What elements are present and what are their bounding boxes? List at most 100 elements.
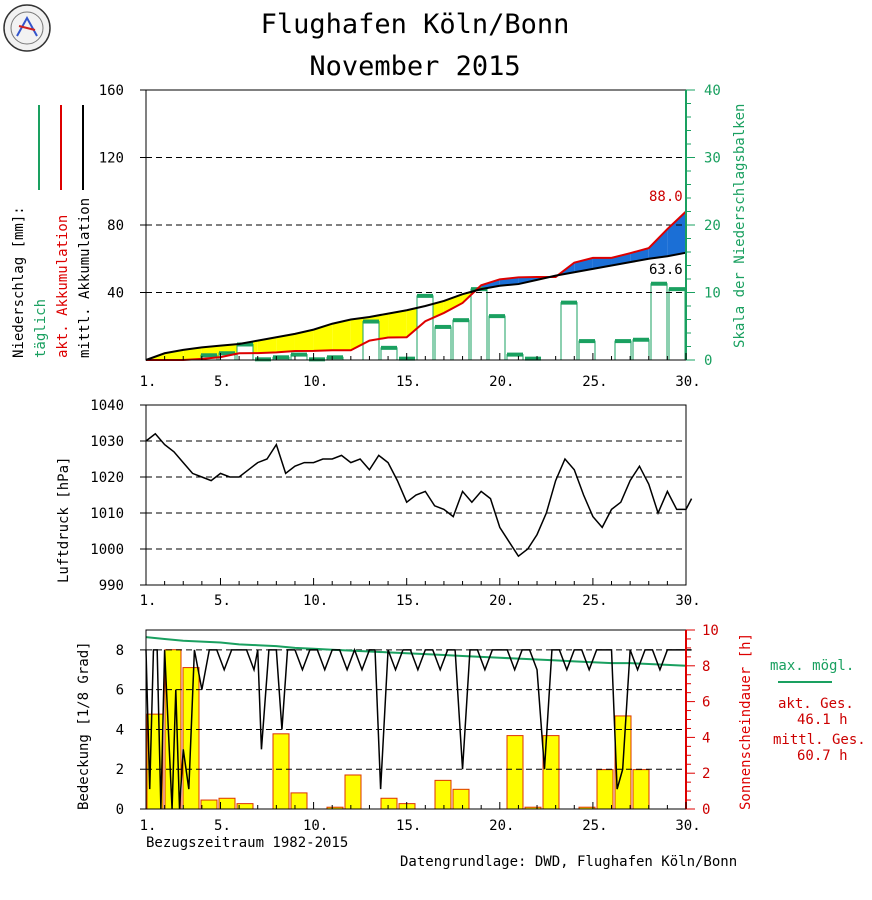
daily-precip-bar: [452, 319, 470, 361]
daily-precip-bar: [632, 339, 650, 361]
pressure-tick-label: 1010: [90, 506, 124, 522]
pressure-tick-label: 990: [99, 578, 124, 594]
cloud-tick-label: 0: [116, 802, 124, 818]
daily-precip-cap: [417, 293, 433, 298]
sunshine-bar: [272, 733, 290, 810]
x-tick-label: 15.: [396, 374, 421, 390]
akt-ges-label: akt. Ges.: [778, 696, 854, 712]
daily-precip-bar: [614, 340, 632, 361]
daily-precip-bar: [650, 283, 668, 361]
precip-left-tick-label: 160: [99, 83, 124, 99]
daily-precip-cap: [309, 357, 325, 362]
mean-accumulation-end-label: 63.6: [649, 262, 683, 278]
cloud-axis-label: Bedeckung [1/8 Grad]: [76, 641, 92, 810]
mean-accumulation-line: [145, 251, 687, 361]
x-tick-label: 20.: [489, 818, 514, 834]
daily-precip-cap: [237, 342, 253, 347]
pressure-line: [145, 432, 693, 558]
sunshine-tick-label: 10: [702, 623, 719, 639]
sunshine-tick-label: 4: [702, 730, 710, 746]
pressure-tick-label: 1040: [90, 398, 124, 414]
x-tick-label: 5.: [214, 374, 231, 390]
chart-title-line2: November 2015: [309, 51, 520, 82]
daily-precip-bar: [470, 288, 488, 361]
logo: [3, 4, 51, 52]
x-tick-label: 15.: [396, 818, 421, 834]
cloud-cover-line: [145, 647, 692, 810]
daily-precip-cap: [327, 355, 343, 360]
precip-left-tick-label: 40: [107, 286, 124, 302]
x-tick-label: 10.: [303, 593, 328, 609]
legend-act-label: akt. Akkumulation: [55, 215, 71, 358]
x-tick-label: 25.: [582, 593, 607, 609]
precip-right-tick-label: 20: [704, 218, 721, 234]
x-tick-label: 15.: [396, 593, 421, 609]
sunshine-bar: [452, 788, 470, 810]
precip-left-tick-label: 120: [99, 151, 124, 167]
x-tick-label: 5.: [214, 593, 231, 609]
precipitation-panel: 160 120 80 40 40 30 20 10 0 88.0 63.6 Niederschl…: [11, 83, 748, 369]
surplus-area: [648, 229, 668, 259]
x-tick-label: 20.: [489, 593, 514, 609]
pressure-tick-label: 1020: [90, 470, 124, 486]
sunshine-bar: [434, 779, 452, 810]
legend-mean-label: mittl. Akkumulation: [77, 198, 93, 358]
deficit-area: [313, 323, 333, 351]
daily-precip-cap: [291, 352, 307, 357]
pressure-axis-label: Luftdruck [hPa]: [56, 457, 72, 583]
daily-precip-cap: [489, 314, 505, 319]
precip-right-tick-label: 30: [704, 151, 721, 167]
x-tick-label: 20.: [489, 374, 514, 390]
deficit-area: [276, 333, 295, 353]
pressure-frame: [145, 404, 687, 586]
max-sunshine-line: [145, 636, 687, 667]
sunshine-bar: [290, 792, 308, 810]
sunshine-tick-label: 0: [702, 802, 710, 818]
deficit-area: [183, 347, 202, 360]
cloud-tick-label: 8: [116, 643, 124, 659]
surplus-area: [667, 211, 686, 257]
sunshine-bar: [218, 797, 236, 810]
daily-precip-cap: [219, 351, 235, 356]
daily-precip-cap: [381, 345, 397, 350]
x-tick-label: 10.: [303, 374, 328, 390]
daily-precip-cap: [201, 353, 217, 358]
daily-precip-cap: [435, 324, 451, 329]
x-tick-label: 10.: [303, 818, 328, 834]
daily-precip-cap: [615, 339, 631, 344]
daily-precip-cap: [453, 318, 469, 323]
daily-precip-cap: [507, 352, 523, 357]
x-tick-label: 1.: [140, 818, 157, 834]
pressure-panel: 1040 1030 1020 1010 1000 990 Luftdruck [hPa]: [56, 398, 693, 594]
daily-precip-bar: [434, 326, 452, 361]
legend-daily-label: täglich: [33, 299, 49, 358]
x-tick-label: 5.: [214, 818, 231, 834]
sunshine-bar: [380, 797, 398, 810]
mittl-ges-label: mittl. Ges.: [773, 732, 866, 748]
sunshine-bar: [632, 769, 650, 810]
x-tick-label: 30.: [675, 593, 700, 609]
daily-precip-cap: [651, 281, 667, 286]
deficit-area: [164, 349, 184, 360]
precipitation-axis-label: Niederschlag [mm]:: [11, 206, 27, 358]
daily-precip-cap: [273, 355, 289, 360]
pressure-tick-label: 1000: [90, 542, 124, 558]
cloud-tick-label: 4: [116, 722, 124, 738]
legend-max-label: max. mögl.: [770, 658, 854, 674]
sunshine-bar: [506, 735, 524, 810]
act-accumulation-end-label: 88.0: [649, 189, 683, 205]
deficit-area: [332, 319, 351, 351]
pressure-tick-label: 1030: [90, 434, 124, 450]
precip-right-tick-label: 10: [704, 286, 721, 302]
daily-precip-bar: [488, 315, 506, 361]
daily-precip-cap: [255, 357, 271, 362]
daily-precip-cap: [561, 300, 577, 305]
akt-ges-value: 46.1 h: [797, 712, 848, 728]
data-source: Datengrundlage: DWD, Flughafen Köln/Bonn: [400, 854, 737, 870]
precip-left-tick-label: 80: [107, 218, 124, 234]
x-tick-label: 30.: [675, 374, 700, 390]
daily-precip-bar: [560, 302, 578, 361]
daily-precip-cap: [633, 337, 649, 342]
daily-precip-cap: [579, 339, 595, 344]
